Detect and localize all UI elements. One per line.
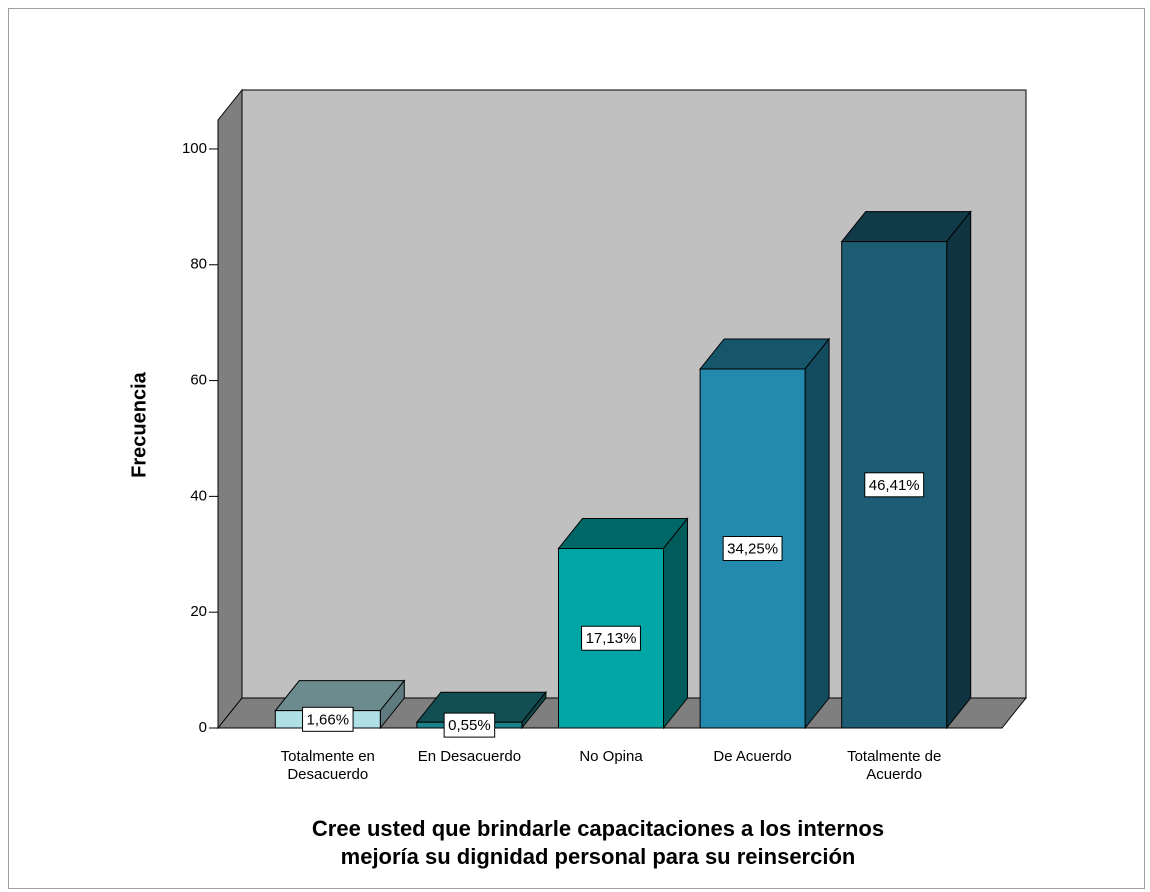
x-tick-label: Acuerdo xyxy=(866,766,922,783)
x-axis-title: Cree usted que brindarle capacitaciones … xyxy=(312,816,884,841)
y-tick-label: 100 xyxy=(182,140,207,157)
data-label-box xyxy=(302,706,354,732)
y-tick-label: 20 xyxy=(190,603,207,620)
data-label-text: 1,66% xyxy=(307,711,350,728)
data-label-text: 34,25% xyxy=(727,540,778,557)
x-tick-label: Totalmente de xyxy=(847,748,941,765)
x-tick-label: En Desacuerdo xyxy=(418,748,521,765)
data-label-text: 17,13% xyxy=(586,630,637,647)
data-label-box xyxy=(722,535,783,561)
bar-side xyxy=(804,337,830,730)
data-label-box xyxy=(864,472,925,498)
y-tick-label: 60 xyxy=(190,372,207,389)
data-label-text: 0,55% xyxy=(448,717,491,734)
y-tick-label: 0 xyxy=(199,719,207,736)
x-tick-label: Desacuerdo xyxy=(287,766,368,783)
data-label-box xyxy=(581,625,641,651)
data-label: 17,13% xyxy=(581,625,641,651)
bar xyxy=(558,547,664,729)
data-label-text: 46,41% xyxy=(869,477,920,494)
data-label-box xyxy=(443,712,496,738)
x-tick-label: De Acuerdo xyxy=(713,748,791,765)
y-tick-label: 80 xyxy=(190,256,207,273)
y-tick-label: 40 xyxy=(190,487,207,504)
data-label: 34,25% xyxy=(722,535,783,561)
x-axis-title: mejoría su dignidad personal para su rei… xyxy=(341,844,856,869)
bar-side xyxy=(663,517,688,730)
data-label: 1,66% xyxy=(302,706,354,732)
left-wall xyxy=(217,88,243,730)
x-tick-label: No Opina xyxy=(579,748,643,765)
x-tick-label: Totalmente en xyxy=(281,748,375,765)
data-label: 0,55% xyxy=(443,712,496,738)
bar-side xyxy=(946,210,972,730)
y-axis-title: Frecuencia xyxy=(128,371,150,477)
data-label: 46,41% xyxy=(864,472,925,498)
